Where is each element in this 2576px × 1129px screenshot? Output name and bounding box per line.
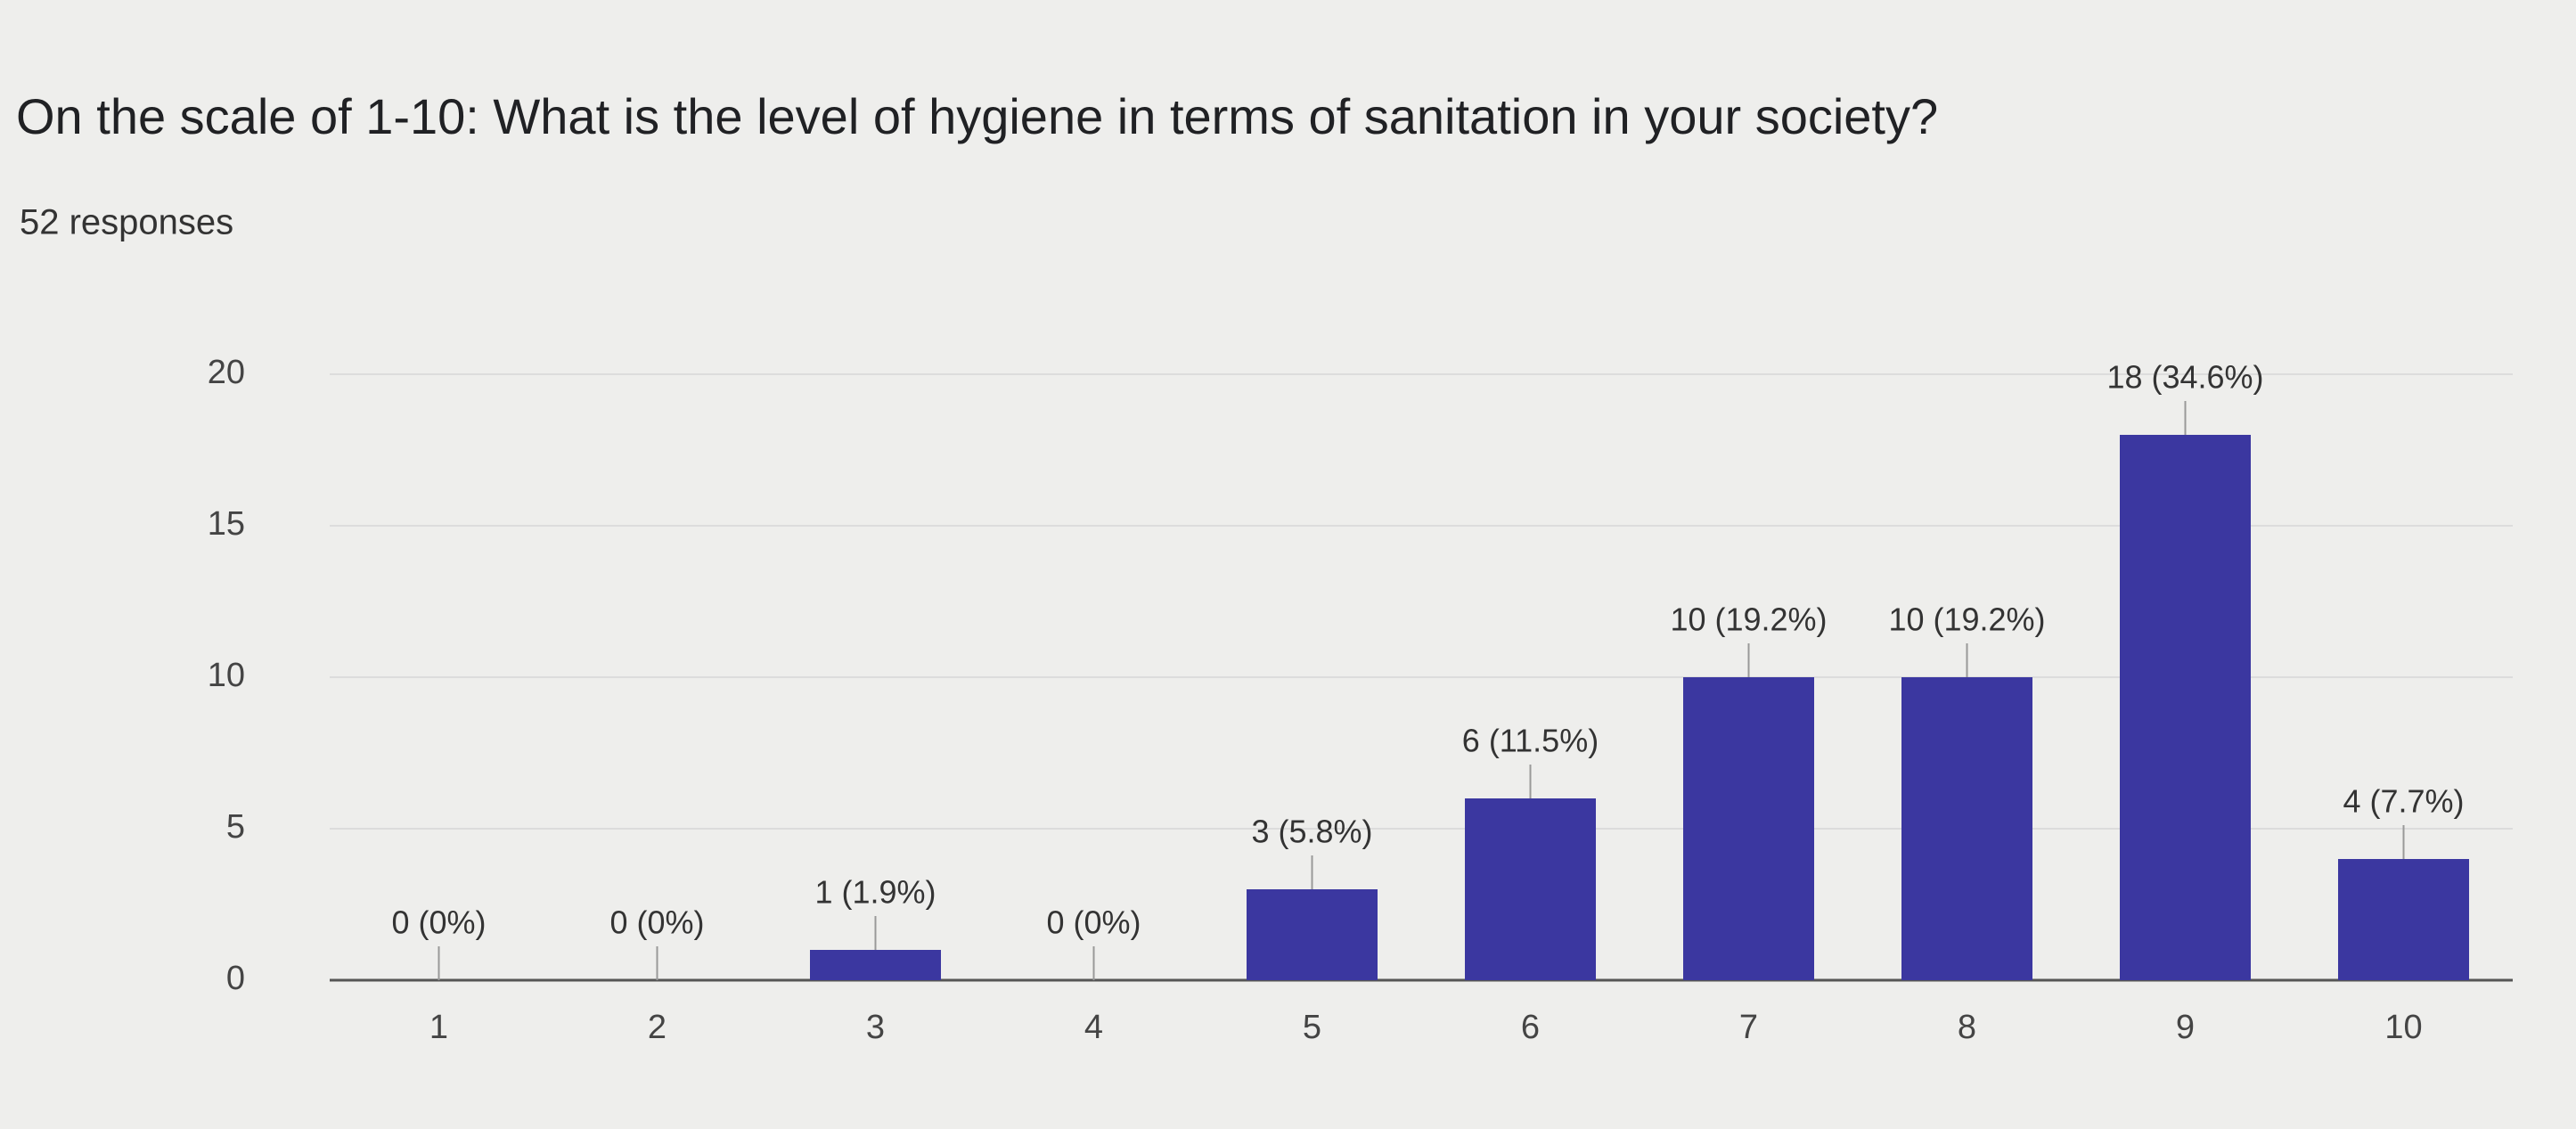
x-tick-label: 1 xyxy=(429,1009,448,1046)
y-tick-label: 20 xyxy=(208,354,245,391)
bar xyxy=(1901,677,2032,980)
value-label: 3 (5.8%) xyxy=(1251,814,1372,850)
value-label: 0 (0%) xyxy=(609,904,704,941)
x-tick-label: 8 xyxy=(1958,1009,1976,1046)
y-tick-label: 0 xyxy=(226,960,245,997)
y-tick-label: 10 xyxy=(208,657,245,694)
y-tick-label: 5 xyxy=(226,808,245,846)
x-tick-label: 3 xyxy=(866,1009,885,1046)
bar xyxy=(2120,435,2251,980)
value-label: 18 (34.6%) xyxy=(2106,359,2263,396)
value-label: 10 (19.2%) xyxy=(1670,601,1827,638)
value-label: 10 (19.2%) xyxy=(1888,601,2045,638)
x-tick-label: 7 xyxy=(1739,1009,1758,1046)
x-tick-label: 4 xyxy=(1084,1009,1103,1046)
x-tick-label: 9 xyxy=(2176,1009,2195,1046)
value-label: 1 (1.9%) xyxy=(814,874,936,911)
y-tick-label: 15 xyxy=(208,505,245,543)
bar xyxy=(1465,798,1596,980)
bar xyxy=(1247,889,1378,980)
x-tick-label: 6 xyxy=(1521,1009,1540,1046)
x-tick-label: 5 xyxy=(1303,1009,1321,1046)
x-tick-label: 2 xyxy=(648,1009,666,1046)
value-label: 6 (11.5%) xyxy=(1462,723,1599,759)
bar xyxy=(810,950,941,980)
value-label: 0 (0%) xyxy=(391,904,486,941)
chart-subtitle: 52 responses xyxy=(20,203,233,242)
x-tick-label: 10 xyxy=(2384,1009,2422,1046)
bar xyxy=(2338,859,2469,980)
bar xyxy=(1683,677,1814,980)
value-label: 4 (7.7%) xyxy=(2343,783,2464,820)
value-label: 0 (0%) xyxy=(1046,904,1141,941)
chart-title: On the scale of 1-10: What is the level … xyxy=(16,88,1938,144)
